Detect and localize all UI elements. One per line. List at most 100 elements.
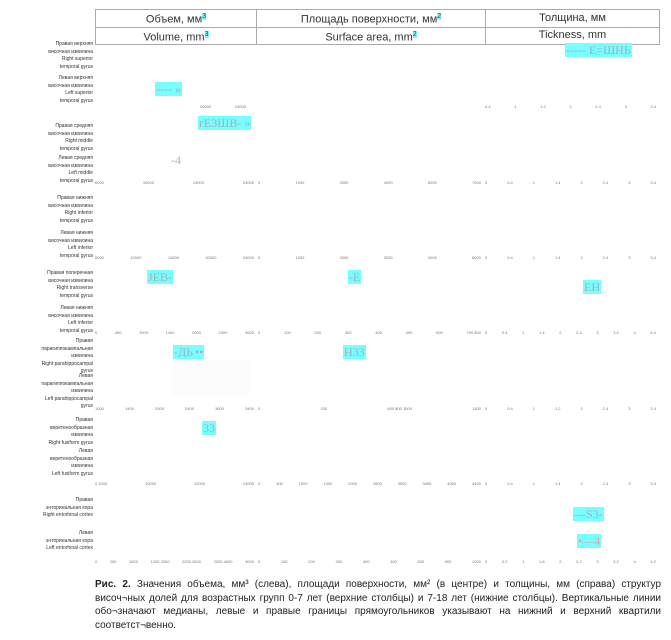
- tick-label: 3.4: [650, 255, 656, 260]
- row-label-line: энторинальная кора: [45, 504, 93, 511]
- tick-label: 24000: [234, 104, 246, 109]
- axis-ticks: 0 0.4 1 1.2 2 2.4 3 3.4: [485, 406, 656, 411]
- row-label: Левая средняя височная извилина Left middl…: [48, 155, 93, 185]
- row-label-line: энторинальная кора: [45, 537, 93, 544]
- row-label: Правая средняя височная извилина Right mid…: [48, 123, 93, 153]
- row-label-line: височная извилина: [48, 48, 93, 55]
- tick-label: 24000: [242, 255, 254, 260]
- axis-ticks: 0 400 1000 1400 2000 2600 3000 3400 4000 4400: [258, 481, 481, 486]
- axis-ticks: 6000 10000 14000 20000 24000: [95, 255, 254, 260]
- garbled-chart-artifact: •—4: [577, 534, 602, 548]
- tick-label: 4.4: [650, 330, 656, 335]
- tick-label: 7000: [472, 180, 481, 185]
- garbled-chart-artifact: —S3-: [573, 507, 604, 521]
- tick-label: 600 800 1000: [387, 406, 412, 411]
- row-label-line: Левая средняя: [58, 155, 93, 161]
- tick-label: 1: [514, 104, 517, 109]
- tick-label: 4400: [472, 481, 481, 486]
- tick-label: 1.8: [539, 559, 545, 564]
- tick-label: 2400: [185, 406, 194, 411]
- row-label-line: височная извилина: [48, 202, 93, 209]
- tick-label: 20000: [205, 255, 217, 260]
- tick-label: 12000: [193, 481, 206, 486]
- tick-label: 500: [417, 559, 425, 564]
- figure-caption: Рис. 2. Значения объема, мм³ (слева), пл…: [95, 578, 661, 632]
- header-volume-en: Volume, mm3: [95, 26, 257, 46]
- row-label-line: Правая: [75, 417, 93, 423]
- tick-label: 2: [580, 180, 583, 185]
- tick-label: 14000: [192, 180, 204, 185]
- row-label-line: Left entorhinal cortex: [46, 545, 93, 551]
- tick-label: 24000: [242, 180, 254, 185]
- tick-label: 0: [95, 330, 98, 335]
- tick-label: 2.4: [602, 481, 609, 486]
- tick-label: 3: [628, 180, 631, 185]
- row-label: Левая энторинальная кора Left entorhinal c…: [46, 530, 93, 553]
- row-label: Правая парагиппокампальная извилина Right p…: [41, 338, 93, 376]
- tick-label: 0.4: [507, 180, 513, 185]
- axis-ticks: 0 1000 10000 12000 14000: [95, 481, 254, 486]
- tick-label: 0: [258, 330, 261, 335]
- row-label-line: Левая: [78, 448, 93, 454]
- axis-ticks: 0 0.4 1 1.4 2 2.4 3 3.4: [485, 255, 656, 260]
- tick-label: 2: [580, 255, 583, 260]
- axis-ticks: 6000 10000 14000 24000: [95, 180, 254, 185]
- tick-label: 1000: [298, 481, 308, 486]
- row-label-line: височная извилина: [48, 82, 93, 89]
- tick-label: 4000: [383, 180, 393, 185]
- garbled-chart-artifact: 33: [202, 421, 216, 435]
- garbled-chart-artifact: ЈЕВ-: [147, 270, 173, 284]
- tick-label: 1000: [95, 406, 104, 411]
- tick-label: 0: [95, 559, 98, 564]
- axis-ticks: 0 1000 2000 3000 4000 6000: [258, 255, 481, 260]
- tick-label: 2.4: [602, 406, 609, 411]
- axis-ticks: 0 200 600 800 1000 1400: [258, 406, 481, 411]
- row-label-line: височная извилина: [48, 312, 93, 319]
- tick-label: 1400: [165, 330, 175, 335]
- row-label-line: Right superior: [61, 56, 93, 62]
- tick-label: 1000: [295, 255, 305, 260]
- row-label: Правая энторинальная кора Right entorhinal…: [43, 497, 93, 520]
- row-label: Левая нижняя височная извилина Left inferi…: [48, 305, 93, 335]
- tick-label: 400: [405, 330, 413, 335]
- row-label-line: Правая нижняя: [57, 195, 93, 201]
- tick-label: 1000: [139, 330, 148, 335]
- tick-label: 2.4: [576, 330, 582, 335]
- tick-label: 3.4: [650, 406, 656, 411]
- axis-ticks: 0 200 1000 1200 2000 2200 2600 2200 4000 4000: [95, 559, 254, 564]
- row-label-line: temporal gyrus: [59, 97, 93, 104]
- tick-label: 1: [532, 406, 535, 411]
- row-label: Левая веретенообразная извилина Left fusifo…: [50, 448, 93, 478]
- tick-label: 1.4: [554, 180, 561, 185]
- axis-ticks: 0 400 1000 1400 2000 2400 3000: [95, 330, 254, 335]
- header-surface-ru: Площадь поверхности, мм2: [256, 9, 486, 28]
- axis-ticks: 0 100 200 300 400 300 500 800 1000: [258, 559, 481, 564]
- tick-label: 2: [580, 406, 583, 411]
- tick-label: 3: [628, 481, 631, 486]
- row-label-line: temporal gyrus: [59, 252, 93, 259]
- axis-ticks: 20000 24000: [200, 104, 246, 109]
- tick-label: 10000: [130, 255, 142, 260]
- tick-label: 2200 4000: [213, 559, 233, 564]
- tick-label: 1000: [129, 559, 138, 564]
- tick-label: 2: [559, 559, 562, 564]
- tick-label: 0.4: [507, 406, 513, 411]
- row-label-line: Левая нижняя: [60, 230, 93, 236]
- tick-label: 3.4: [613, 330, 619, 335]
- row-label-line: Right inferior: [64, 210, 93, 216]
- tick-label: 2000: [192, 330, 201, 335]
- tick-label: 3.4: [650, 481, 656, 486]
- row-label-line: gyrus: [80, 368, 93, 374]
- tick-label: 400: [375, 330, 382, 335]
- tick-label: 3: [596, 559, 599, 564]
- tick-label: 300: [344, 330, 352, 335]
- tick-label: 400: [362, 559, 370, 564]
- tick-label: 2000: [339, 255, 349, 260]
- tick-label: 0: [258, 406, 261, 411]
- tick-label: 3400: [245, 406, 254, 411]
- row-label-line: Right entorhinal cortex: [42, 512, 93, 518]
- tick-label: 20000: [200, 104, 212, 109]
- tick-label: 0.4: [507, 481, 513, 486]
- tick-label: 4000: [427, 255, 437, 260]
- row-label-line: Левая: [78, 530, 93, 536]
